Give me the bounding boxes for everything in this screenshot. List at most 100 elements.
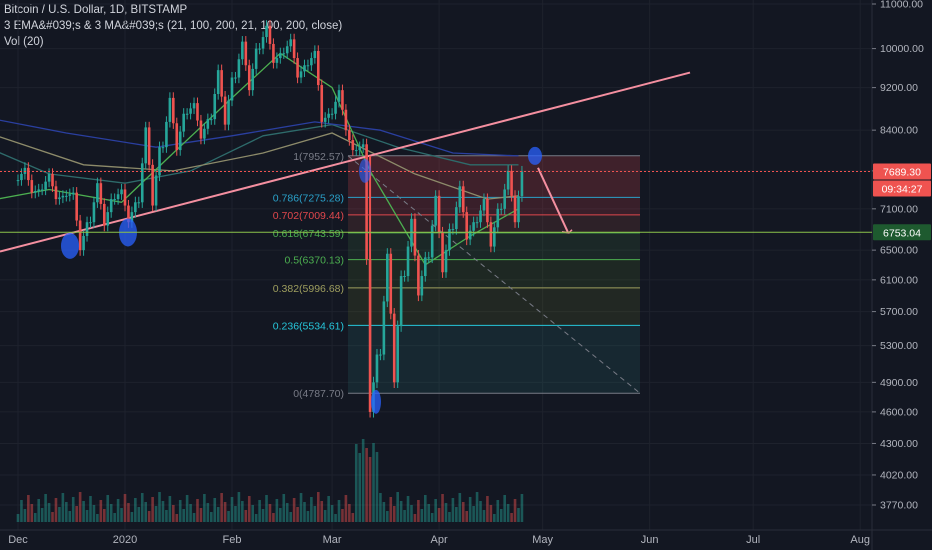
volume-bar <box>417 500 420 522</box>
candle-body <box>185 113 189 115</box>
candle-body <box>37 189 41 192</box>
volume-bar <box>151 497 154 522</box>
volume-bar <box>96 514 99 522</box>
volume-bar <box>123 494 127 522</box>
volume-bar <box>351 513 355 522</box>
volume-bar <box>399 501 403 522</box>
candle-body <box>399 276 403 327</box>
volume-bar <box>503 495 506 522</box>
volume-title[interactable]: Vol (20) <box>4 36 44 48</box>
candle-body <box>230 77 234 101</box>
candle-body <box>389 253 393 314</box>
candle-body <box>85 222 89 236</box>
volume-bar <box>16 514 20 522</box>
candle-body <box>382 301 386 355</box>
candle-body <box>23 167 27 174</box>
countdown-badge-bg <box>873 180 931 197</box>
candle-body <box>89 222 92 224</box>
candle-body <box>99 183 103 204</box>
highlight-marker <box>371 389 381 414</box>
candle-body <box>154 175 158 206</box>
candle-body <box>337 90 341 102</box>
level-badge-bg <box>873 224 931 241</box>
candle-body <box>175 123 179 151</box>
volume-bar <box>37 499 41 522</box>
volume-bar <box>344 495 348 522</box>
volume-bar <box>189 504 192 522</box>
candle-body <box>486 199 489 223</box>
volume-bar <box>372 443 375 522</box>
volume-bar <box>154 506 158 522</box>
volume-bar <box>244 510 248 522</box>
indicator-title[interactable]: 3 EMA&#039;s & 3 MA&#039;s (21, 100, 200… <box>4 20 343 32</box>
volume-bar <box>275 499 279 522</box>
candle-body <box>120 189 123 195</box>
candle-body <box>323 117 327 122</box>
candle-body <box>441 232 444 273</box>
candle-body <box>358 147 362 151</box>
volume-bar <box>354 444 358 522</box>
candle-body <box>386 253 389 302</box>
ascending-trendline <box>0 71 691 253</box>
volume-bar <box>472 506 475 522</box>
volume-bar <box>168 496 172 522</box>
volume-bar <box>486 496 489 522</box>
volume-bar <box>33 513 37 522</box>
candle-body <box>40 189 44 191</box>
candle-body <box>303 65 306 72</box>
volume-bar <box>261 509 265 522</box>
volume-bar <box>461 502 465 522</box>
candle-body <box>172 97 175 124</box>
volume-bar <box>106 495 110 522</box>
volume-bar <box>68 511 72 522</box>
candle-body <box>296 58 299 78</box>
candle-body <box>206 119 210 129</box>
candle-body <box>285 46 289 54</box>
candle-body <box>71 192 75 195</box>
candle-body <box>379 354 382 356</box>
volume-bar <box>130 512 134 522</box>
highlight-marker <box>61 232 79 259</box>
volume-bar <box>296 507 299 522</box>
candle-body <box>455 207 458 230</box>
candle-body <box>68 194 72 196</box>
y-tick-label: 4900.00 <box>880 377 918 389</box>
candle-body <box>482 199 486 211</box>
volume-bar <box>199 508 203 522</box>
volume-bar <box>313 506 317 522</box>
volume-bar <box>465 511 469 522</box>
candle-body <box>241 41 244 60</box>
candle-body <box>423 257 427 277</box>
candle-body <box>427 257 431 259</box>
volume-bar <box>320 501 324 522</box>
volume-bar <box>102 509 106 522</box>
x-tick-label: Dec <box>8 534 28 546</box>
candle-body <box>168 97 172 122</box>
fib-label-0.236: 0.236(5534.61) <box>273 320 344 332</box>
candle-body <box>102 203 106 226</box>
candle-body <box>361 144 365 148</box>
candle-body <box>237 59 241 78</box>
volume-bar <box>147 511 151 522</box>
candle-body <box>47 173 51 182</box>
candle-body <box>51 173 54 187</box>
volume-bar <box>58 507 61 522</box>
volume-bar <box>368 457 372 522</box>
volume-bar <box>54 498 58 522</box>
candle-body <box>220 70 223 97</box>
candle-body <box>254 48 258 69</box>
candle-body <box>61 195 65 198</box>
candle-body <box>78 220 82 251</box>
volume-bar <box>406 496 410 522</box>
candles <box>16 20 524 418</box>
volume-bar <box>482 510 486 522</box>
candle-body <box>503 189 506 209</box>
candle-body <box>275 58 279 63</box>
volume-bar <box>361 439 365 522</box>
volume-bar <box>323 510 327 522</box>
x-tick-label: Apr <box>431 534 448 546</box>
candle-body <box>16 180 20 182</box>
symbol-title[interactable]: Bitcoin / U.S. Dollar, 1D, BITSTAMP <box>4 4 188 16</box>
volume-bar <box>71 497 75 522</box>
